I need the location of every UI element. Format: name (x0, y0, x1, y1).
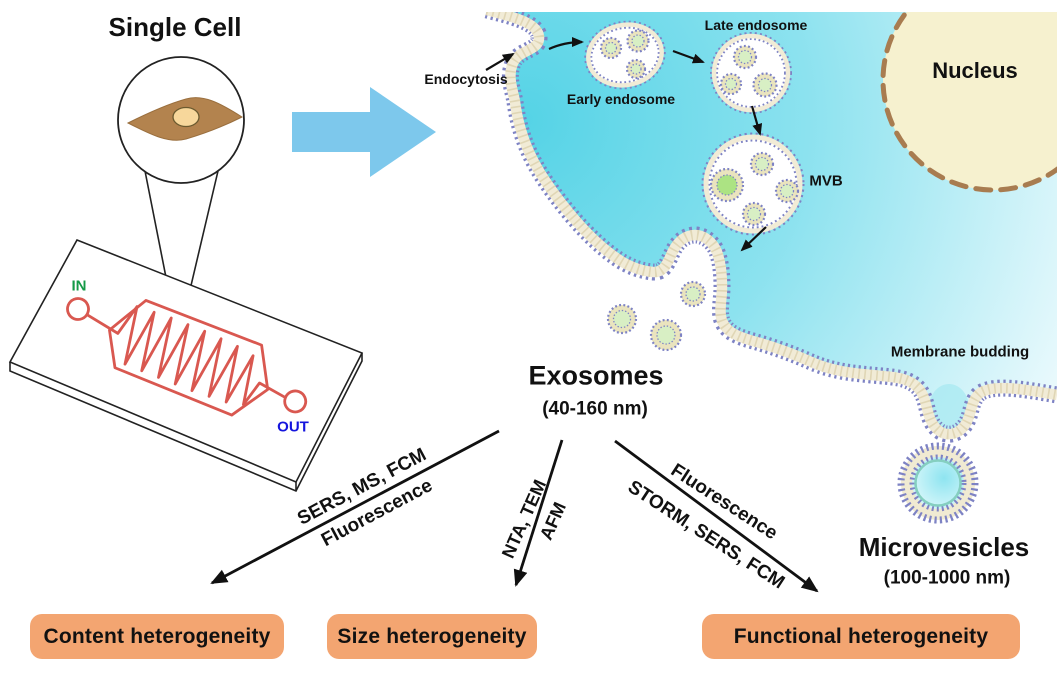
single-cell-chip-illustration (8, 56, 364, 493)
out-label: OUT (277, 418, 309, 436)
serpentine-channel (86, 305, 287, 407)
size-heterogeneity-label: Size heterogeneity (337, 624, 527, 648)
content-heterogeneity-box: Content heterogeneity (30, 614, 284, 659)
size-heterogeneity-box: Size heterogeneity (327, 614, 537, 659)
page-title: Single Cell (108, 12, 242, 42)
functional-arrow (614, 439, 819, 593)
content-heterogeneity-label: Content heterogeneity (43, 624, 271, 648)
pathway-arrows (485, 37, 767, 252)
microchannel (66, 297, 308, 417)
microvesicle (897, 442, 979, 524)
endocytosis-label: Endocytosis (424, 71, 508, 87)
chip-thickness (9, 353, 363, 493)
exosomes-size-label: (40-160 nm) (542, 398, 648, 420)
early-endosome-vesicles (599, 29, 650, 80)
mvb-release-arrow (740, 226, 767, 252)
exosome (649, 318, 683, 352)
mvb-vesicle (701, 132, 805, 236)
extracellular-vesicles (606, 280, 979, 524)
exosome (606, 303, 638, 335)
analysis-arrows (210, 429, 819, 593)
in-label: IN (71, 277, 87, 295)
late-to-mvb-arrow (750, 105, 763, 136)
cell-nucleus (172, 106, 200, 128)
late-endosome-label: Late endosome (704, 17, 808, 33)
endocytosis-arrow (485, 52, 515, 71)
nucleus (880, 0, 1057, 193)
exosomes-label: Exosomes (528, 360, 664, 391)
pit-to-early-arrow (548, 37, 584, 51)
exosome (679, 280, 707, 308)
nucleus-label: Nucleus (932, 58, 1018, 83)
mvb-label: MVB (809, 172, 843, 190)
functional-heterogeneity-box: Functional heterogeneity (702, 614, 1020, 659)
outlet-port (283, 389, 308, 414)
top-margin (440, 0, 1057, 12)
content-arrow (210, 429, 500, 585)
early-to-late-arrow (672, 49, 705, 64)
microvesicles-size-label: (100-1000 nm) (883, 567, 1011, 589)
microvesicles-label: Microvesicles (858, 532, 1030, 562)
channel-outline (108, 299, 270, 417)
endosome-pathway (485, 20, 805, 252)
early-endosome-label: Early endosome (566, 91, 676, 107)
inlet-port (66, 297, 90, 321)
size-arrow (513, 439, 564, 587)
late-endosome (710, 32, 792, 114)
membrane-budding-label: Membrane budding (890, 343, 1030, 361)
functional-heterogeneity-label: Functional heterogeneity (733, 624, 989, 648)
flow-arrow (292, 87, 436, 177)
plasma-membrane (484, 1, 1057, 443)
